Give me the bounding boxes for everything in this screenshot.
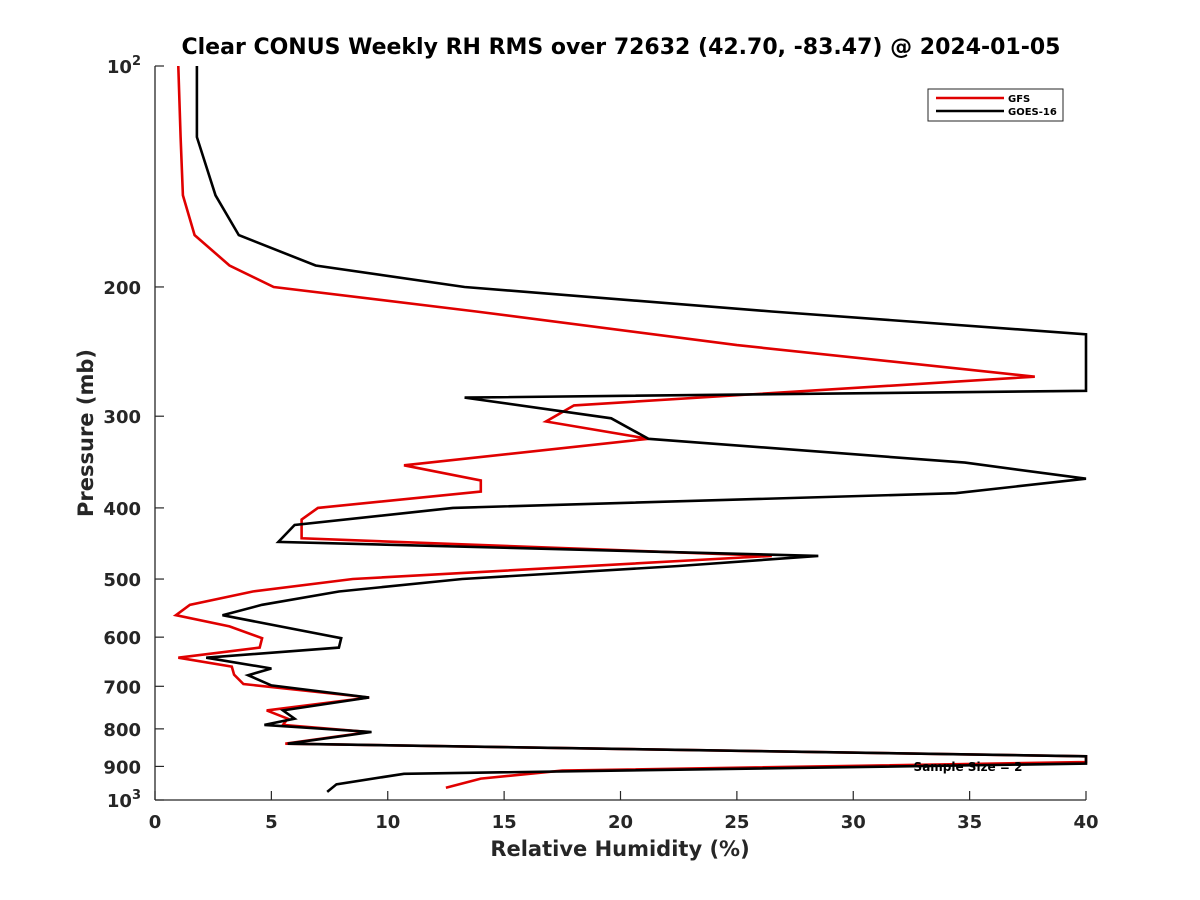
y-axis-label: Pressure (mb) (74, 349, 98, 517)
x-tick-label: 5 (265, 812, 278, 833)
x-axis-label: Relative Humidity (%) (490, 837, 749, 861)
sample-size-annotation: Sample Size = 2 (914, 760, 1023, 774)
y-tick-label-exponent: 3 (132, 788, 141, 803)
y-tick-label: 500 (103, 570, 141, 591)
y-tick-label-base: 10 (107, 57, 132, 78)
y-tick-label: 400 (103, 499, 141, 520)
y-tick-label-base: 10 (107, 791, 132, 812)
x-tick-label: 35 (957, 812, 982, 833)
x-tick-label: 40 (1073, 812, 1098, 833)
x-axis-ticks: 0 5 10 15 20 25 30 35 40 (149, 791, 1099, 833)
series-lines (172, 65, 1088, 793)
x-tick-label: 0 (149, 812, 162, 833)
x-tick-label: 25 (724, 812, 749, 833)
y-tick-label: 900 (103, 757, 141, 778)
series-line-goes-16 (195, 66, 1088, 793)
chart-title: Clear CONUS Weekly RH RMS over 72632 (42… (182, 35, 1061, 60)
y-tick-label: 300 (103, 407, 141, 428)
x-tick-label: 30 (841, 812, 866, 833)
y-tick-label: 600 (103, 628, 141, 649)
legend-label-gfs: GFS (1008, 94, 1030, 105)
series-line-gfs (172, 65, 1088, 789)
legend: GFS GOES-16 (927, 88, 1064, 122)
y-tick-label: 700 (103, 677, 141, 698)
x-tick-label: 15 (492, 812, 517, 833)
y-tick-label-exponent: 2 (132, 54, 141, 69)
legend-label-goes16: GOES-16 (1008, 107, 1057, 118)
y-tick-label: 800 (103, 720, 141, 741)
x-tick-label: 10 (375, 812, 400, 833)
x-tick-label: 20 (608, 812, 633, 833)
y-tick-label: 103 (107, 788, 141, 812)
plot-area: 0 5 10 15 20 25 30 35 40 10220030040050060070080… (103, 54, 1098, 833)
legend-box (927, 88, 1064, 122)
y-tick-label: 102 (107, 54, 141, 78)
y-tick-label: 200 (103, 278, 141, 299)
